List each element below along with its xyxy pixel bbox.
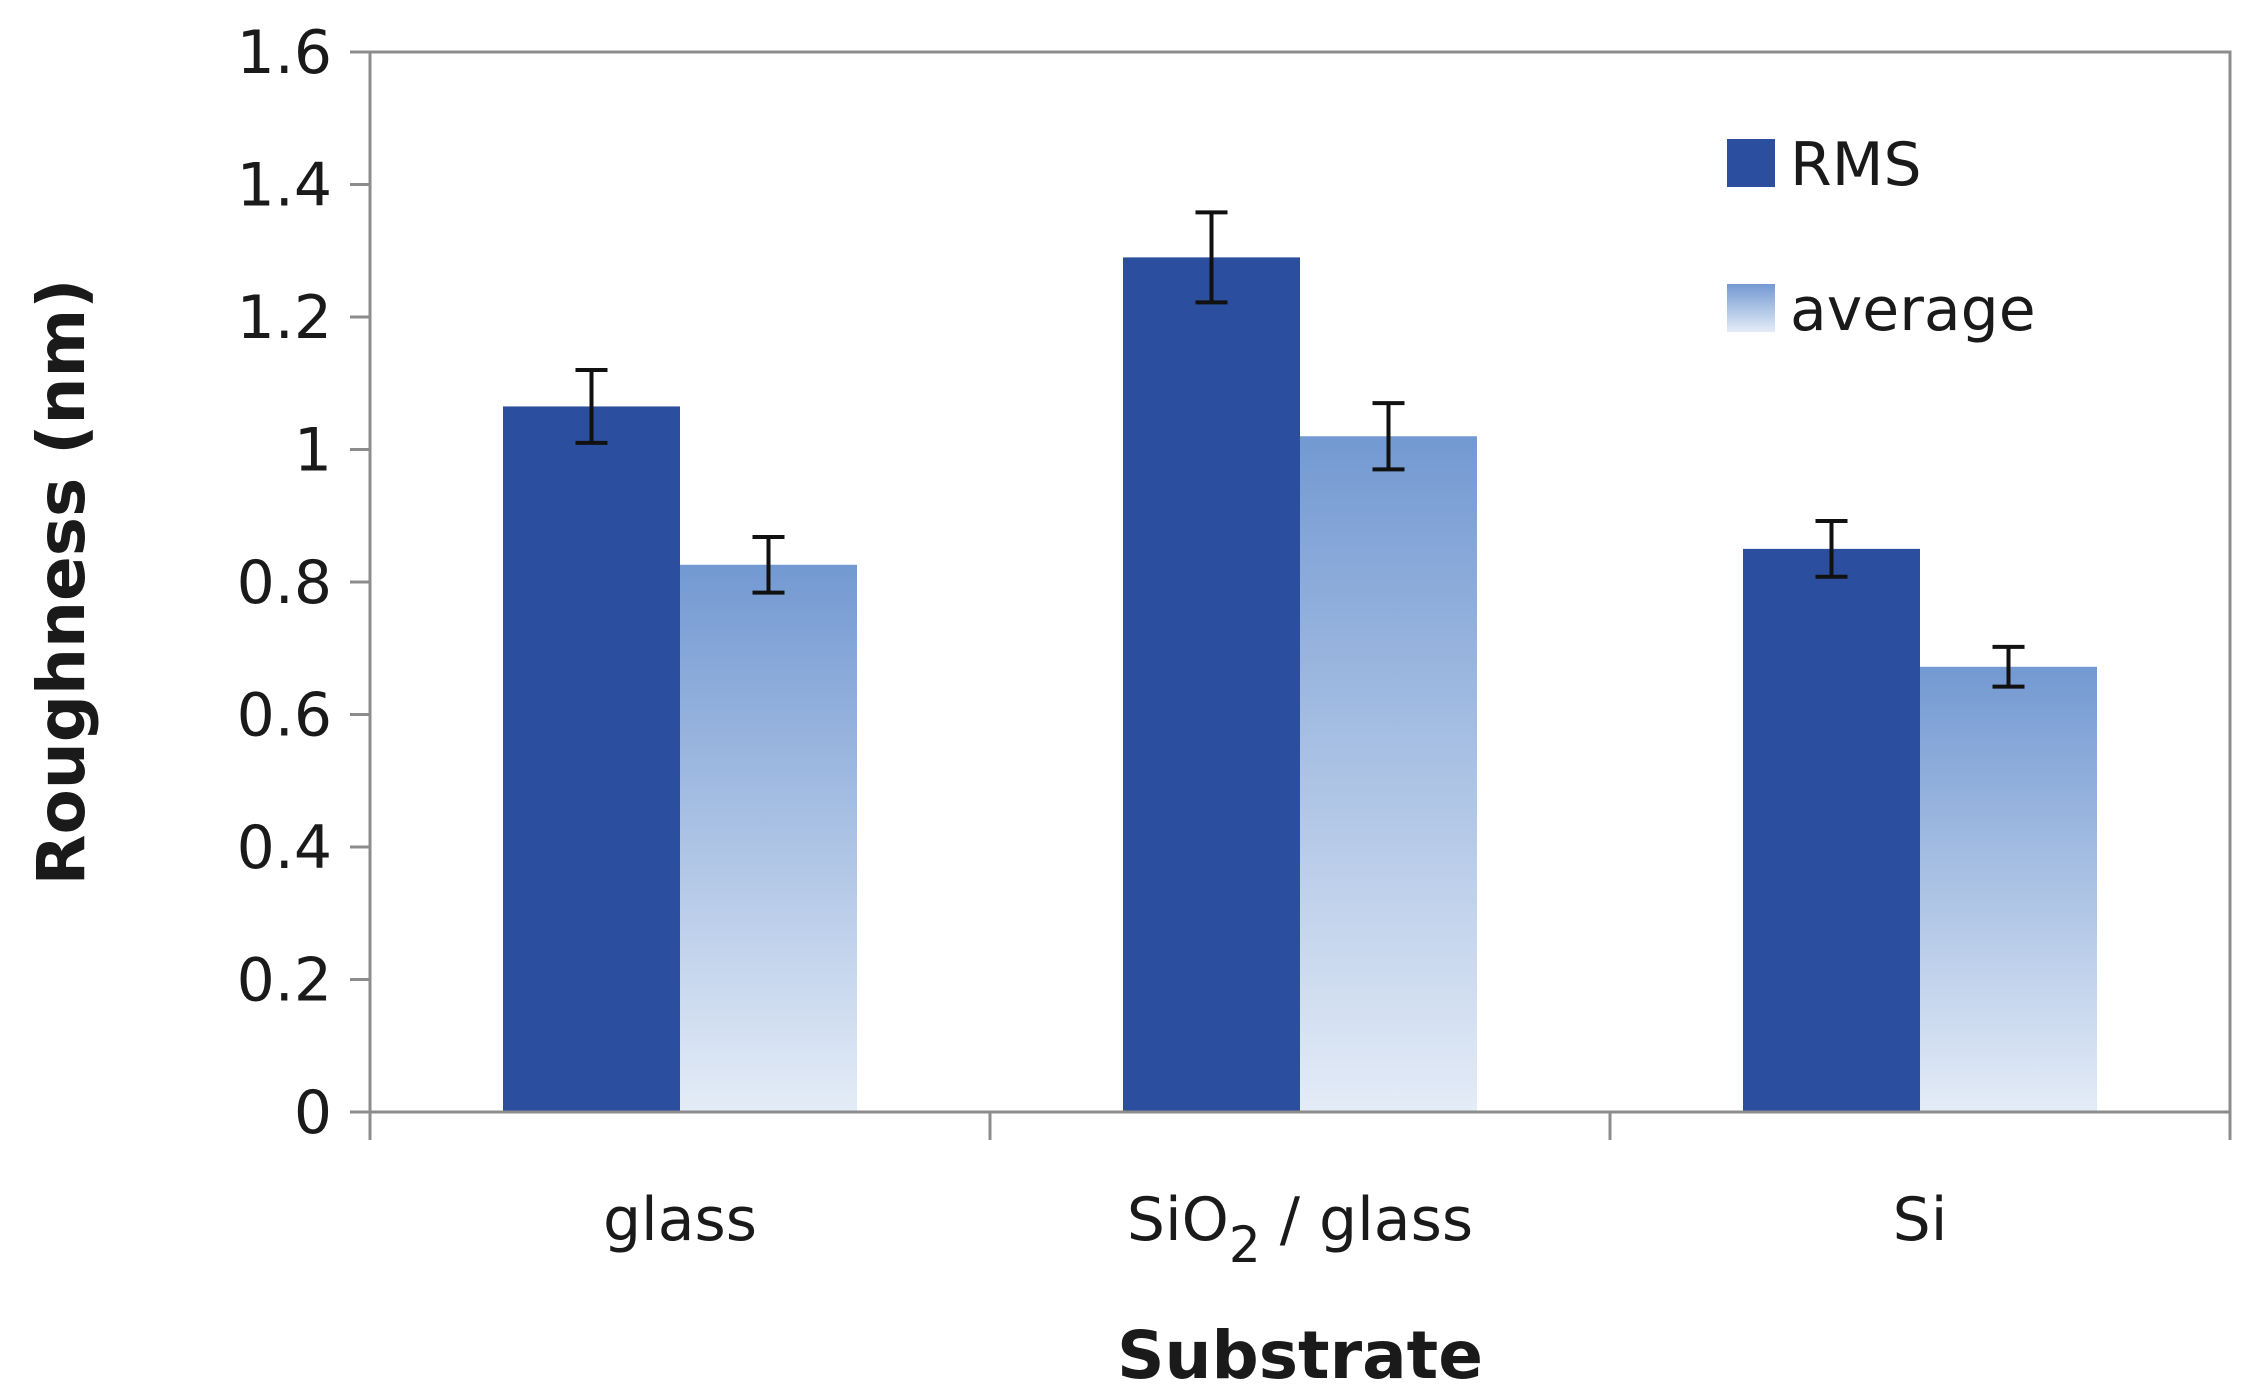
x-category-label: Si	[1893, 1185, 1948, 1255]
y-tick-label: 0.8	[237, 548, 332, 618]
error-bar-rms-1	[575, 368, 608, 445]
error-bar-rms-3	[1815, 519, 1848, 579]
error-bar-average-3	[1992, 644, 2025, 689]
error-bar-average-1	[752, 534, 785, 595]
y-tick-label: 0.2	[237, 946, 332, 1016]
legend-label-average: average	[1790, 275, 2036, 345]
y-axis-title: Roughness (nm)	[23, 279, 100, 886]
legend-label-rms: RMS	[1790, 130, 1922, 200]
y-tick-label: 0	[294, 1078, 332, 1148]
y-axis: 0 0.2 0.4 0.6 0.8 1 1.2 1.4 1.6	[237, 18, 372, 1148]
bar-average-3	[1920, 666, 2097, 1112]
error-bar-rms-2	[1195, 210, 1228, 305]
y-tick-label: 1.2	[237, 283, 332, 353]
x-category-label: glass	[603, 1185, 757, 1255]
legend-swatch-rms	[1727, 139, 1775, 187]
legend-swatch-average	[1727, 284, 1775, 332]
bar-average-1	[680, 564, 857, 1112]
x-category-label: SiO2 / glass	[1127, 1185, 1473, 1274]
error-bars-layer	[575, 210, 2025, 689]
y-tick-label: 0.4	[237, 813, 332, 883]
legend: RMS average	[1727, 130, 2036, 345]
x-axis-title: Substrate	[1117, 1317, 1483, 1392]
y-tick-label: 0.6	[237, 681, 332, 751]
bar-average-2	[1300, 436, 1477, 1112]
bars-layer	[503, 257, 2097, 1112]
y-tick-label: 1.6	[237, 18, 332, 88]
y-tick-label: 1.4	[237, 151, 332, 221]
bar-rms-2	[1123, 257, 1300, 1112]
x-axis: glass SiO2 / glass Si	[368, 1110, 2232, 1274]
bar-rms-3	[1743, 548, 1920, 1112]
y-tick-label: 1	[294, 416, 332, 486]
bar-rms-1	[503, 406, 680, 1112]
error-bar-average-2	[1372, 401, 1405, 472]
